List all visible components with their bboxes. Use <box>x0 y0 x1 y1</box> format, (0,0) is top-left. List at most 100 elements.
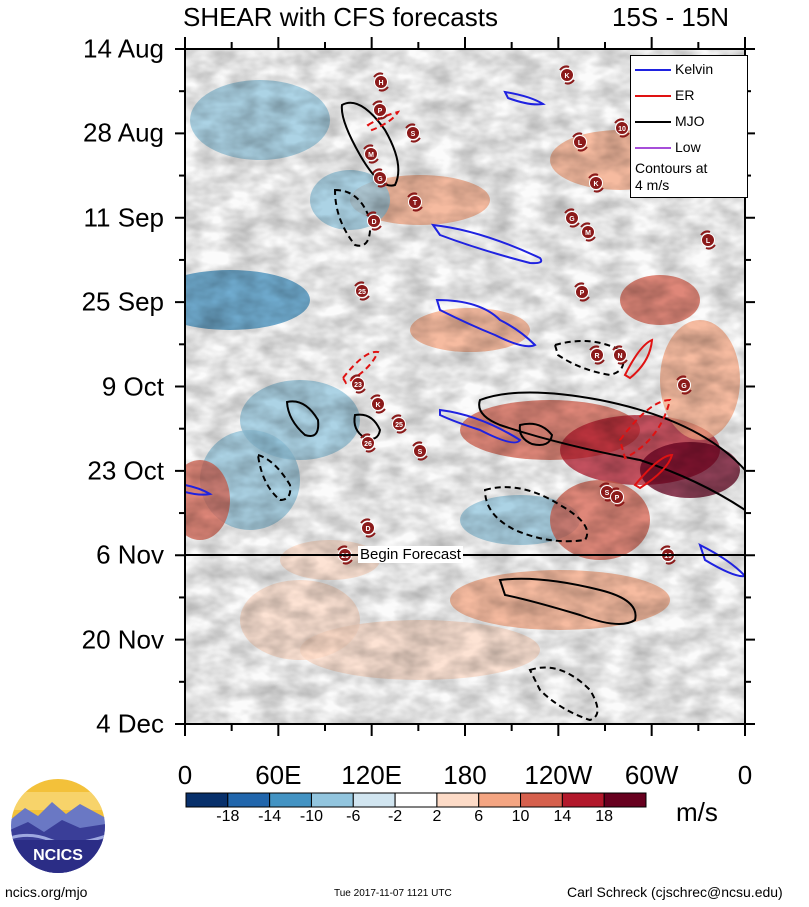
storm-marker: S <box>412 441 428 461</box>
colorbar-label: 18 <box>595 808 614 825</box>
colorbar-label: -18 <box>216 808 240 825</box>
x-tick-label: 60E <box>255 760 302 790</box>
colorbar <box>185 792 647 808</box>
colorbar-swatch <box>394 792 438 808</box>
storm-marker: 25 <box>354 281 370 301</box>
colorbar-label: -14 <box>258 808 282 825</box>
legend-swatch <box>635 69 671 71</box>
colorbar-swatch <box>185 792 229 808</box>
colorbar-label: 6 <box>474 808 484 825</box>
latitude-band: 15S - 15N <box>612 2 730 32</box>
legend-label: ER <box>675 87 695 103</box>
y-tick-label: 11 Sep <box>83 202 164 233</box>
colorbar-swatch <box>436 792 480 808</box>
contour-kelvin <box>430 223 543 265</box>
storm-marker: D <box>366 211 382 231</box>
legend-swatch <box>635 95 671 97</box>
contour-mjo <box>340 101 400 187</box>
contour-kelvin <box>185 483 213 496</box>
y-tick-label: 25 Sep <box>81 286 164 317</box>
chart-title: SHEAR with CFS forecasts <box>183 2 498 32</box>
storm-label: G <box>569 216 575 223</box>
y-tick-label: 9 Oct <box>101 371 164 401</box>
storm-label: P <box>580 290 585 297</box>
y-tick-label: 6 Nov <box>96 539 164 570</box>
storm-marker: P <box>609 487 625 507</box>
storm-marker: G <box>372 168 388 188</box>
storm-label: T <box>413 200 418 207</box>
y-tick-label: 23 Oct <box>87 455 164 486</box>
x-tick-label: 60W <box>624 760 679 790</box>
x-tick-label: 180 <box>443 760 487 790</box>
colorbar-label: -6 <box>346 808 361 825</box>
storm-marker: D <box>360 518 376 538</box>
storm-label: R <box>594 353 599 360</box>
wave-contours <box>185 90 745 722</box>
storm-label: D <box>371 219 376 226</box>
legend-label: MJO <box>675 113 705 129</box>
colorbar-swatch <box>478 792 522 808</box>
x-tick-label: 120W <box>524 760 593 790</box>
x-tick-label: 120E <box>341 760 403 790</box>
axis-ticks <box>175 37 755 736</box>
storm-label: K <box>564 73 569 80</box>
contour-kelvin <box>439 408 522 444</box>
storm-label: M <box>368 152 374 159</box>
storm-label: G <box>681 383 687 390</box>
storm-marker: S <box>405 123 421 143</box>
colorbar-label: 10 <box>511 808 530 825</box>
storm-label: G <box>377 176 383 183</box>
colorbar-swatch <box>269 792 312 808</box>
storm-label: S <box>411 131 416 138</box>
contour-mjo <box>478 391 745 512</box>
storm-label: P <box>378 108 383 115</box>
storm-marker: K <box>588 173 604 193</box>
storm-label: L <box>706 238 711 245</box>
storm-marker: T <box>407 192 423 212</box>
footer-timestamp: Tue 2017-11-07 1121 UTC <box>334 888 452 899</box>
storm-label: K <box>593 181 598 188</box>
colorbar-swatch <box>520 792 563 808</box>
storm-marker: H <box>373 72 389 92</box>
begin-forecast-label: Begin Forecast <box>358 546 463 563</box>
contour-mjo <box>333 188 372 247</box>
colorbar-label: 14 <box>553 808 572 825</box>
footer-url[interactable]: ncics.org/mjo <box>5 884 88 900</box>
storm-marker: K <box>370 394 386 414</box>
colorbar-label: -2 <box>387 808 403 825</box>
legend-swatch <box>635 121 671 123</box>
y-tick-label: 4 Dec <box>96 708 164 739</box>
storm-marker: K <box>559 65 575 85</box>
colorbar-swatch <box>561 792 605 808</box>
contour-kelvin <box>503 90 546 106</box>
storm-label: 29 <box>341 553 349 560</box>
storm-marker: 26 <box>360 433 376 453</box>
storm-marker: N <box>612 345 628 365</box>
storm-marker: 23 <box>350 374 366 394</box>
legend-swatch <box>635 147 671 149</box>
contour-mjo <box>518 422 554 446</box>
storm-marker: G <box>676 375 692 395</box>
x-tick-label: 0 <box>737 760 753 790</box>
storm-label: L <box>578 140 583 147</box>
storm-label: H <box>378 80 383 87</box>
footer-author: Carl Schreck (cjschrec@ncsu.edu) <box>567 884 783 900</box>
storm-label: K <box>375 402 380 409</box>
storm-label: 26 <box>364 441 372 448</box>
contour-mjo <box>353 413 382 440</box>
contour-er <box>618 398 672 460</box>
storm-label: S <box>605 490 610 497</box>
storm-label: N <box>617 353 622 360</box>
colorbar-label: -10 <box>299 808 324 825</box>
storm-marker: G <box>564 208 580 228</box>
storm-marker: P <box>574 282 590 302</box>
colorbar-swatch <box>352 792 396 808</box>
contour-mjo <box>553 340 625 377</box>
colorbar-swatch <box>310 792 354 808</box>
legend-note: Contours at 4 m/s <box>635 160 708 193</box>
contour-mjo <box>285 400 320 437</box>
contour-mjo <box>498 577 637 625</box>
legend-label: Low <box>675 139 701 155</box>
storm-marker: 25 <box>391 414 407 434</box>
storm-label: M <box>585 230 591 237</box>
